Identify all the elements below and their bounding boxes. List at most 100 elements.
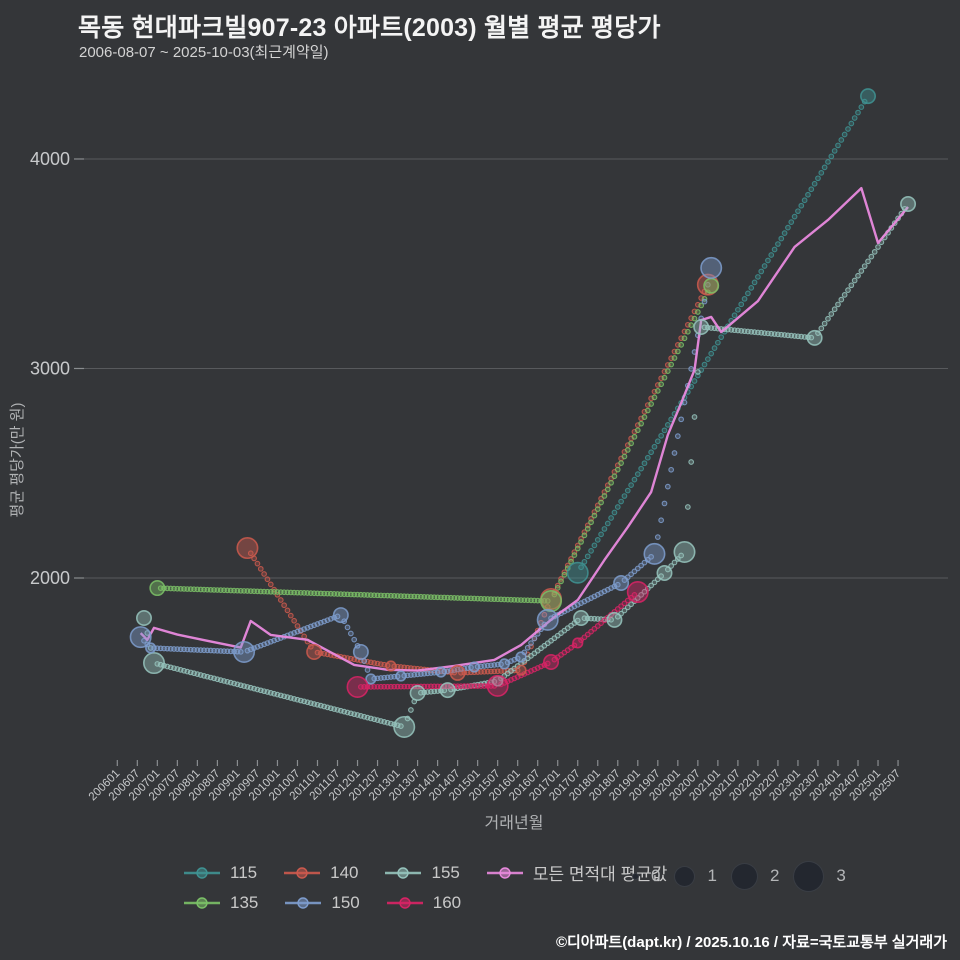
series-150-point[interactable] [468, 661, 480, 673]
series-150-point[interactable] [435, 666, 447, 678]
series-160-point[interactable] [346, 675, 369, 698]
size-legend: 0 1 2 3 [632, 860, 860, 892]
series-155-point[interactable] [439, 682, 456, 699]
series-150-month-dot [334, 613, 341, 620]
legend-item-155[interactable]: 155 [384, 862, 460, 883]
series-155-point[interactable] [900, 196, 917, 213]
series-155-month-dot [858, 268, 865, 274]
series-150-point[interactable] [536, 608, 559, 631]
series-150-point[interactable] [332, 607, 349, 624]
series-150-point[interactable] [700, 256, 723, 279]
legend-row: 115 140 155 모든 면적대 평균값 [183, 860, 667, 885]
series-150-point[interactable] [498, 658, 510, 670]
series-150-month-dot [141, 637, 147, 644]
series-140-month-dot [284, 607, 291, 614]
legend-item-115[interactable]: 115 [183, 863, 257, 883]
series-155-month-dot [624, 604, 631, 611]
series-135-month-dot [618, 460, 624, 466]
series-155-point[interactable] [143, 652, 166, 675]
series-150-point[interactable] [145, 642, 157, 654]
series-115-month-dot [841, 131, 848, 138]
series-155-month-dot [848, 282, 855, 289]
series-115-month-dot [761, 263, 768, 269]
y-tick-label: 4000 [30, 149, 70, 169]
series-115-point[interactable] [566, 561, 589, 584]
legend-item-135[interactable]: 135 [183, 893, 258, 913]
series-135-month-dot [628, 440, 634, 447]
series-150-month-dot [674, 433, 681, 439]
legend-item-150[interactable]: 150 [284, 893, 360, 913]
series-135-month-dot [578, 539, 584, 545]
series-150-point[interactable] [352, 643, 369, 660]
page-title: 목동 현대파크빌907-23 아파트(2003) 월별 평균 평당가 [78, 14, 661, 42]
series-155-point[interactable] [806, 329, 823, 346]
series-140-point[interactable] [385, 660, 397, 672]
series-150-point[interactable] [643, 542, 666, 565]
series-140-point[interactable] [306, 643, 323, 660]
series-115-month-dot [621, 493, 628, 499]
series-135-month-dot [634, 427, 641, 434]
series-155-month-dot [688, 459, 695, 465]
series-155-point[interactable] [135, 610, 152, 627]
series-140-month-dot [281, 602, 287, 609]
series-155-month-dot [574, 617, 581, 624]
series-135-month-dot [568, 558, 574, 565]
series-140-point[interactable] [449, 664, 466, 681]
series-150-point[interactable] [233, 640, 256, 663]
series-135-month-dot [648, 401, 654, 407]
series-135-point[interactable] [540, 590, 563, 613]
series-150-point[interactable] [129, 626, 152, 649]
series-115-month-dot [738, 301, 745, 308]
series-155-month-dot [684, 504, 691, 510]
series-115-month-dot [775, 241, 781, 247]
series-155-point[interactable] [693, 319, 710, 336]
series-155-point[interactable] [656, 564, 673, 581]
series-150-point[interactable] [613, 575, 630, 592]
series-155-point[interactable] [606, 611, 623, 628]
series-135-month-dot [594, 506, 601, 512]
series-160-point[interactable] [486, 674, 509, 697]
series-135-point[interactable] [703, 277, 720, 294]
series-115-point[interactable] [860, 88, 877, 105]
legend-swatch-icon [184, 897, 220, 909]
series-155-point[interactable] [393, 715, 416, 738]
series-155-point[interactable] [673, 541, 696, 564]
legend-item-140[interactable]: 140 [283, 863, 358, 883]
series-115-month-dot [731, 312, 738, 319]
legend-swatch-icon [284, 866, 321, 879]
series-150-month-dot [688, 366, 695, 372]
series-135-month-dot [695, 309, 701, 315]
series-135-month-dot [678, 342, 685, 348]
series-160-point[interactable] [543, 654, 560, 671]
series-140-point[interactable] [515, 664, 527, 676]
series-115-month-dot [835, 142, 841, 149]
legend-label: 155 [431, 862, 460, 882]
size-legend-dot-3 [793, 860, 825, 892]
series-115-month-dot [628, 482, 634, 488]
series-115-month-dot [641, 460, 648, 467]
series-150-point[interactable] [395, 670, 407, 682]
series-135-month-dot [624, 447, 631, 453]
series-135-month-dot [581, 532, 588, 539]
legend-item-160[interactable]: 160 [386, 893, 461, 913]
series-155-month-dot [841, 292, 848, 298]
series-155-month-dot [668, 563, 675, 569]
series-150-point[interactable] [515, 651, 527, 663]
series-150-point[interactable] [365, 673, 377, 685]
series-160-point[interactable] [572, 637, 584, 649]
legend-swatch-icon [285, 897, 322, 909]
series-115-month-dot [811, 180, 818, 187]
series-115-month-dot [578, 564, 584, 571]
series-115-month-dot [748, 285, 755, 291]
series-155-month-dot [855, 272, 861, 279]
series-115-month-dot [624, 487, 631, 494]
series-150-month-dot [364, 667, 371, 673]
series-135-point[interactable] [149, 580, 166, 597]
series-160-point[interactable] [626, 581, 649, 604]
series-150-month-dot [668, 466, 675, 473]
series-155-point[interactable] [573, 610, 590, 627]
series-115-month-dot [591, 542, 598, 549]
series-155-point[interactable] [409, 685, 426, 702]
series-140-point[interactable] [236, 537, 259, 560]
